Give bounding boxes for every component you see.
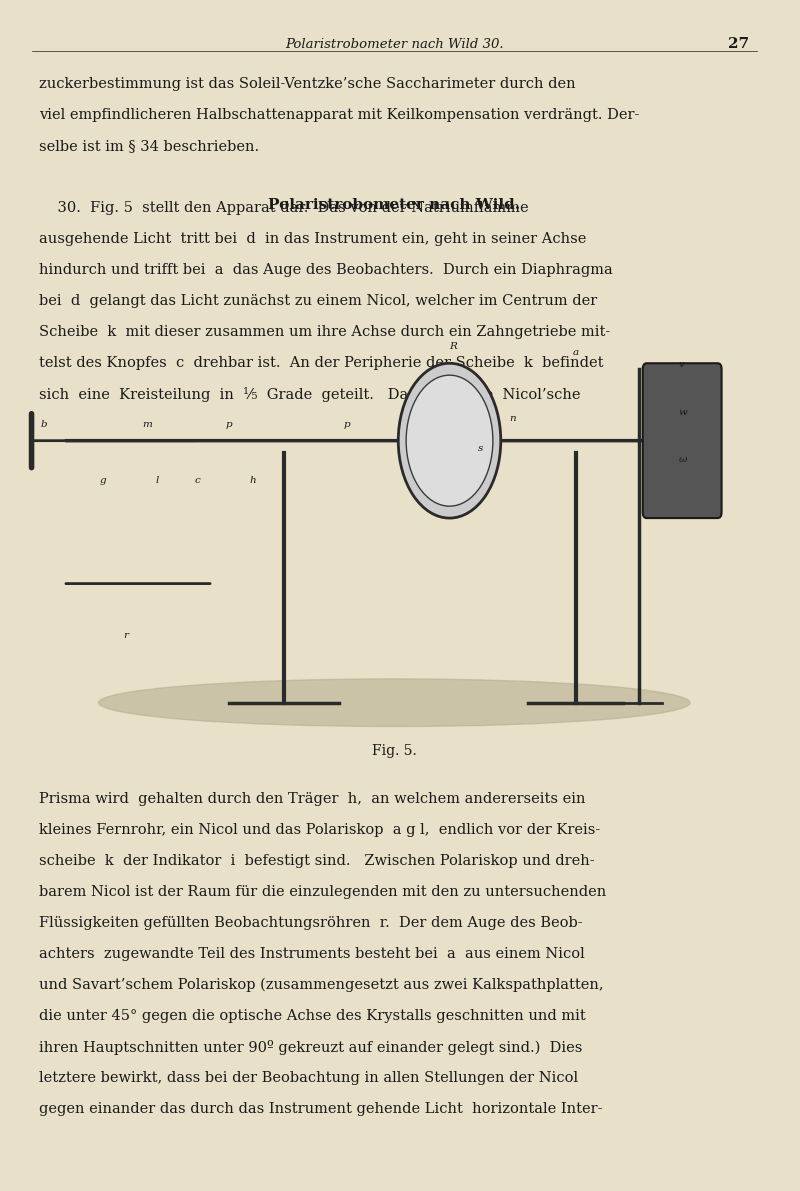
- Text: Polaristrobometer nach Wild 30.: Polaristrobometer nach Wild 30.: [285, 38, 504, 50]
- Text: bei  d  gelangt das Licht zunächst zu einem Nicol, welcher im Centrum der: bei d gelangt das Licht zunächst zu eine…: [39, 294, 598, 308]
- Text: achters  zugewandte Teil des Instruments besteht bei  a  aus einem Nicol: achters zugewandte Teil des Instruments …: [39, 947, 585, 961]
- Circle shape: [398, 363, 501, 518]
- Text: a: a: [573, 348, 578, 357]
- Text: w: w: [678, 407, 687, 417]
- Text: Flüssigkeiten gefüllten Beobachtungsröhren  r.  Der dem Auge des Beob-: Flüssigkeiten gefüllten Beobachtungsröhr…: [39, 916, 583, 930]
- Text: ω: ω: [678, 455, 686, 464]
- Text: r: r: [124, 631, 129, 641]
- FancyBboxPatch shape: [642, 363, 722, 518]
- Text: g: g: [99, 476, 106, 486]
- Text: n: n: [510, 413, 516, 423]
- Text: b: b: [41, 419, 47, 429]
- Circle shape: [406, 375, 493, 506]
- Text: p: p: [344, 419, 350, 429]
- Text: l: l: [156, 476, 159, 486]
- Text: die unter 45° gegen die optische Achse des Krystalls geschnitten und mit: die unter 45° gegen die optische Achse d…: [39, 1009, 586, 1023]
- Text: h: h: [249, 476, 256, 486]
- Text: c: c: [194, 476, 200, 486]
- Text: ausgehende Licht  tritt bei  d  in das Instrument ein, geht in seiner Achse: ausgehende Licht tritt bei d in das Inst…: [39, 232, 587, 247]
- Text: Scheibe  k  mit dieser zusammen um ihre Achse durch ein Zahngetriebe mit-: Scheibe k mit dieser zusammen um ihre Ac…: [39, 325, 610, 339]
- Text: v: v: [678, 360, 684, 369]
- Text: zuckerbestimmung ist das Soleil-Ventzke’sche Saccharimeter durch den: zuckerbestimmung ist das Soleil-Ventzke’…: [39, 77, 576, 92]
- Ellipse shape: [98, 679, 690, 727]
- Text: p: p: [226, 419, 232, 429]
- Text: s: s: [478, 443, 484, 453]
- Text: m: m: [142, 419, 152, 429]
- Text: 27: 27: [728, 37, 749, 51]
- Text: letztere bewirkt, dass bei der Beobachtung in allen Stellungen der Nicol: letztere bewirkt, dass bei der Beobachtu…: [39, 1071, 578, 1085]
- Text: barem Nicol ist der Raum für die einzulegenden mit den zu untersuchenden: barem Nicol ist der Raum für die einzule…: [39, 885, 606, 899]
- Text: scheibe  k  der Indikator  i  befestigt sind.   Zwischen Polariskop und dreh-: scheibe k der Indikator i befestigt sind…: [39, 854, 595, 868]
- Text: R: R: [450, 342, 458, 351]
- Text: kleines Fernrohr, ein Nicol und das Polariskop  a g l,  endlich vor der Kreis-: kleines Fernrohr, ein Nicol und das Pola…: [39, 823, 601, 837]
- Text: 30.  Fig. 5  stellt den Apparat dar.  Das von der Natriumflamme: 30. Fig. 5 stellt den Apparat dar. Das v…: [39, 201, 529, 216]
- Text: Fig. 5.: Fig. 5.: [372, 744, 417, 759]
- Text: selbe ist im § 34 beschrieben.: selbe ist im § 34 beschrieben.: [39, 139, 259, 154]
- Text: telst des Knopfes  c  drehbar ist.  An der Peripherie der Scheibe  k  befindet: telst des Knopfes c drehbar ist. An der …: [39, 356, 604, 370]
- Text: hindurch und trifft bei  a  das Auge des Beobachters.  Durch ein Diaphragma: hindurch und trifft bei a das Auge des B…: [39, 263, 613, 278]
- Text: Polaristrobometer nach Wild.: Polaristrobometer nach Wild.: [268, 198, 520, 212]
- Text: ihren Hauptschnitten unter 90º gekreuzt auf einander gelegt sind.)  Dies: ihren Hauptschnitten unter 90º gekreuzt …: [39, 1040, 583, 1055]
- Text: Prisma wird  gehalten durch den Träger  h,  an welchem andererseits ein: Prisma wird gehalten durch den Träger h,…: [39, 792, 586, 806]
- Text: gegen einander das durch das Instrument gehende Licht  horizontale Inter-: gegen einander das durch das Instrument …: [39, 1102, 603, 1116]
- Text: viel empfindlicheren Halbschattenapparat mit Keilkompensation verdrängt. Der-: viel empfindlicheren Halbschattenapparat…: [39, 108, 640, 123]
- Text: und Savart’schem Polariskop (zusammengesetzt aus zwei Kalkspathplatten,: und Savart’schem Polariskop (zusammenges…: [39, 978, 604, 992]
- Text: sich  eine  Kreisteilung  in  ¹⁄₅  Grade  geteilt.   Das  drehbare  Nicol’sche: sich eine Kreisteilung in ¹⁄₅ Grade gete…: [39, 387, 581, 403]
